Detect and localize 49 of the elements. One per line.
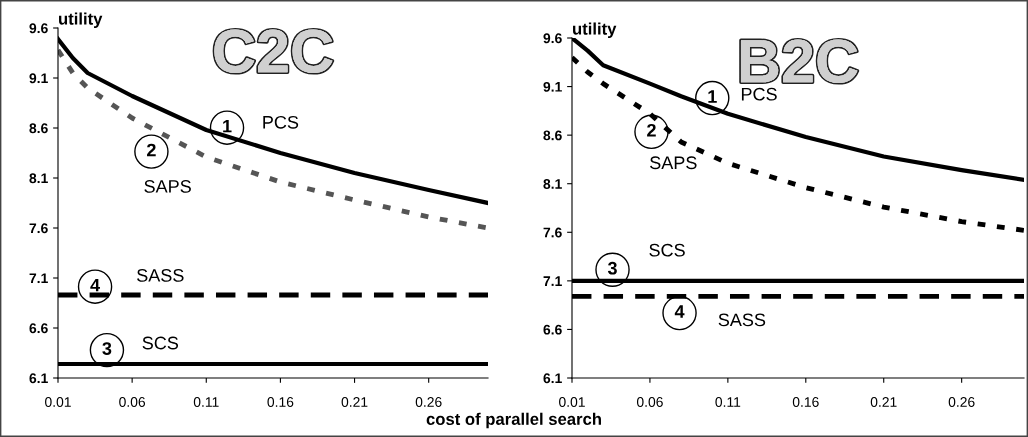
y-tick-label: 8.6: [29, 123, 48, 134]
x-tick-label: 0.21: [341, 397, 368, 407]
y-tick-label: 9.6: [543, 33, 562, 44]
x-tick-label: 0.06: [636, 397, 663, 407]
x-tick-label: 0.11: [193, 397, 219, 407]
annotation: SASS: [718, 313, 766, 327]
y-tick-label: 8.1: [543, 179, 562, 189]
x-axis-title: cost of parallel search: [426, 412, 601, 429]
x-tick-label: 0.21: [870, 397, 897, 407]
annotation: 2: [147, 143, 156, 157]
x-tick-label: 0.06: [119, 397, 146, 407]
annotation: SAPS: [650, 156, 697, 170]
x-tick-label: 0.16: [267, 397, 294, 407]
y-tick-label: 8.6: [543, 130, 562, 141]
x-tick-label: 0.26: [948, 397, 975, 407]
y-tick-label: 6.1: [29, 373, 48, 384]
x-tick-label: 0.01: [559, 397, 585, 407]
annotation: SCS: [142, 336, 179, 350]
annotation: 4: [674, 305, 685, 318]
y-tick-label: 7.6: [543, 227, 562, 238]
chart-title: C2C: [214, 29, 333, 73]
annotation: PCS: [263, 115, 299, 129]
annotation: SCS: [649, 243, 685, 257]
annotation: 2: [647, 123, 656, 137]
y-tick-label: 9.1: [29, 73, 48, 84]
annotation: 1: [708, 90, 717, 103]
y-tick-label: 7.6: [29, 223, 48, 234]
x-tick-label: 0.11: [715, 397, 741, 407]
y-tick-label: 8.1: [29, 173, 48, 184]
annotation: 3: [102, 342, 112, 355]
y-tick-label: 7.1: [543, 276, 562, 286]
y-tick-label: 9.6: [29, 23, 48, 34]
y-tick-label: 6.6: [543, 324, 562, 335]
y-tick-label: 9.1: [543, 81, 562, 92]
x-tick-label: 0.26: [415, 397, 442, 407]
annotation: 3: [607, 261, 617, 275]
annotation: SAPS: [144, 180, 191, 193]
annotation: PCS: [741, 87, 777, 101]
y-axis-title: utility: [573, 22, 617, 38]
y-tick-label: 7.1: [29, 273, 48, 284]
y-tick-label: 6.6: [29, 323, 48, 334]
y-axis-title: utility: [59, 12, 103, 28]
annotation: 4: [90, 278, 100, 292]
chart-title: B2C: [740, 39, 858, 83]
annotation: SASS: [137, 269, 184, 282]
annotation: 1: [223, 119, 232, 133]
x-tick-label: 0.16: [792, 397, 819, 407]
x-tick-label: 0.01: [45, 397, 71, 407]
y-tick-label: 6.1: [543, 373, 562, 384]
